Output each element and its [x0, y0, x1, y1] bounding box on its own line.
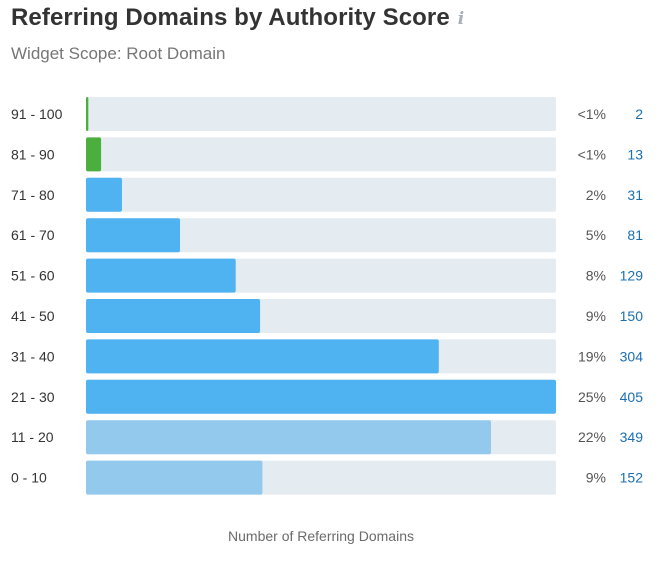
category-label: 61 - 70	[11, 227, 55, 243]
count-link[interactable]: 405	[620, 389, 644, 405]
category-label: 91 - 100	[11, 106, 63, 122]
chart-header: Referring Domains by Authority Score i	[11, 4, 464, 32]
category-label: 81 - 90	[11, 146, 55, 162]
count-link[interactable]: 349	[620, 429, 644, 445]
percent-label: 9%	[586, 470, 606, 486]
info-icon[interactable]: i	[457, 9, 465, 29]
percent-label: 9%	[586, 308, 606, 324]
bar[interactable]	[86, 420, 492, 455]
count-link[interactable]: 150	[620, 308, 644, 324]
bar[interactable]	[86, 137, 102, 172]
x-axis-label: Number of Referring Domains	[228, 528, 414, 544]
bar[interactable]	[86, 379, 556, 414]
category-label: 41 - 50	[11, 308, 55, 324]
bar[interactable]	[86, 97, 89, 131]
bar-track	[86, 177, 556, 212]
category-label: 31 - 40	[11, 348, 55, 364]
percent-label: 25%	[578, 389, 606, 405]
count-link[interactable]: 152	[620, 470, 644, 486]
category-label: 71 - 80	[11, 187, 55, 203]
bar[interactable]	[86, 218, 180, 253]
bar[interactable]	[86, 177, 122, 212]
chart-title: Referring Domains by Authority Score	[11, 4, 450, 31]
bar-track	[86, 137, 556, 172]
bar[interactable]	[86, 299, 261, 333]
count-link[interactable]: 304	[620, 348, 644, 364]
category-label: 11 - 20	[11, 429, 54, 445]
widget-scope-subtitle: Widget Scope: Root Domain	[11, 44, 226, 63]
percent-label: 22%	[578, 429, 606, 445]
count-link[interactable]: 31	[627, 187, 643, 203]
category-label: 51 - 60	[11, 268, 55, 284]
percent-label: 8%	[586, 268, 606, 284]
count-link[interactable]: 81	[627, 227, 643, 243]
percent-label: <1%	[578, 146, 606, 162]
percent-label: <1%	[578, 106, 606, 122]
count-link[interactable]: 2	[635, 106, 643, 122]
percent-label: 19%	[578, 348, 606, 364]
category-label: 0 - 10	[11, 470, 47, 486]
count-link[interactable]: 13	[627, 146, 643, 162]
category-label: 21 - 30	[11, 389, 55, 405]
bar-track	[86, 97, 556, 131]
count-link[interactable]: 129	[620, 268, 644, 284]
bar[interactable]	[86, 339, 439, 374]
bar[interactable]	[86, 460, 263, 495]
percent-label: 2%	[586, 187, 606, 203]
percent-label: 5%	[586, 227, 606, 243]
bar[interactable]	[86, 258, 236, 293]
bar-track	[86, 218, 556, 253]
